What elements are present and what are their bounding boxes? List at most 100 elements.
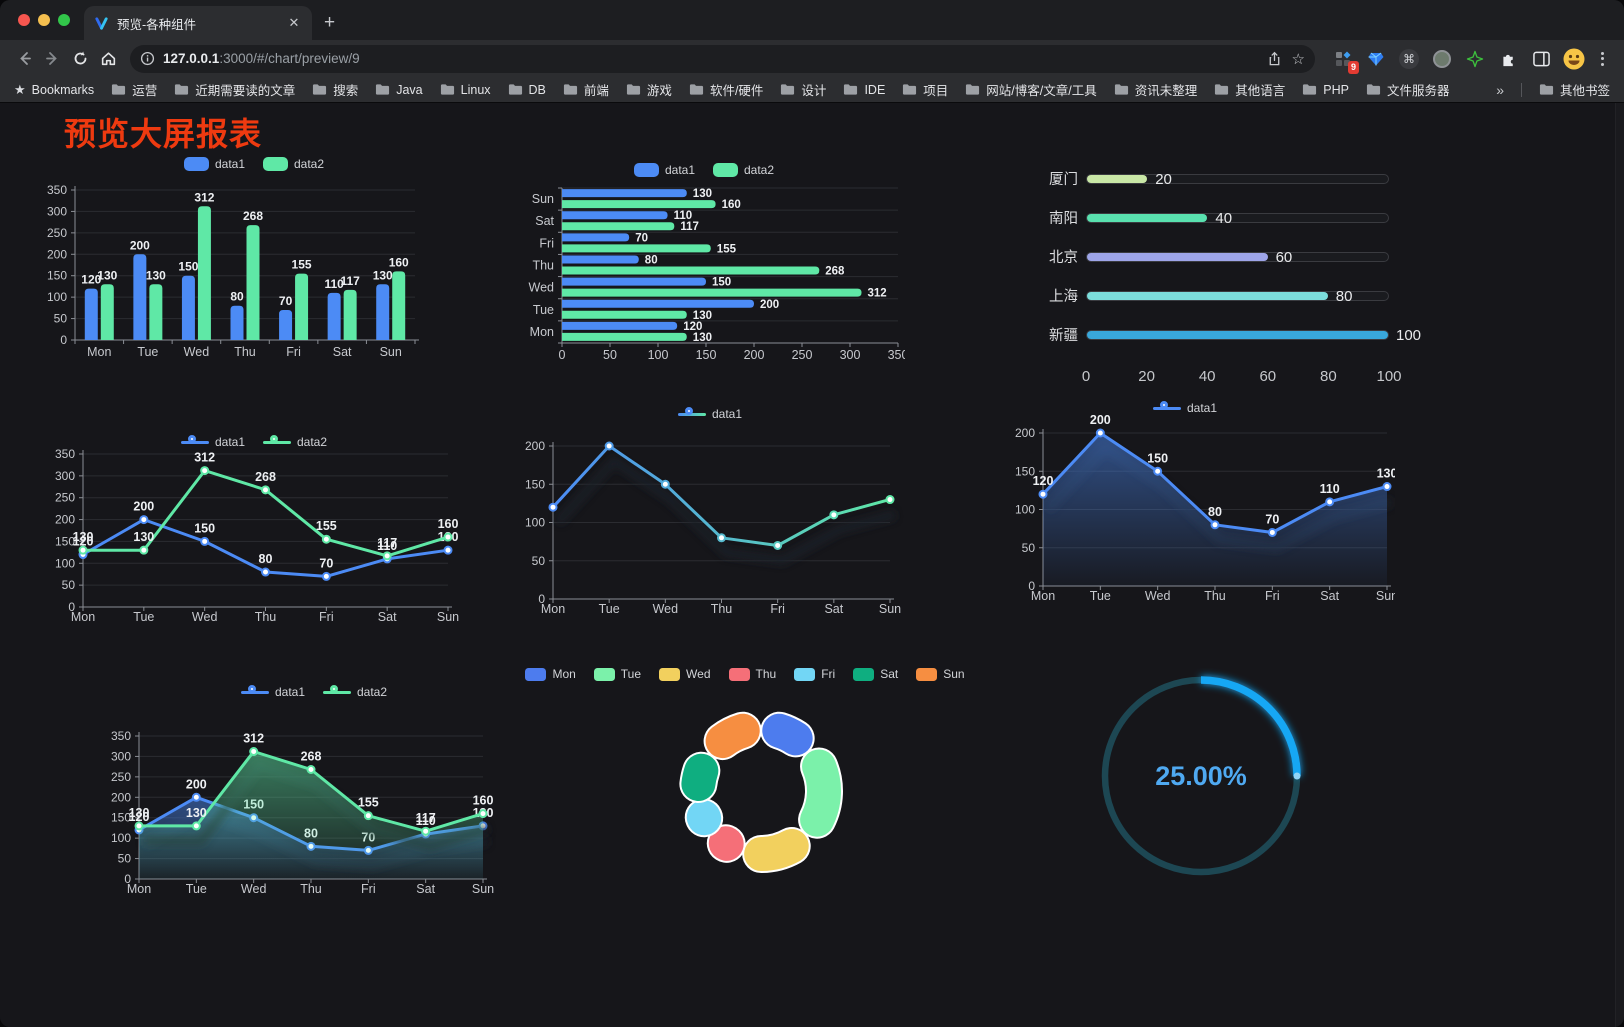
bookmark-folder-15[interactable]: PHP	[1302, 83, 1349, 97]
bookmark-folder-13[interactable]: 资讯未整理	[1114, 80, 1197, 99]
back-icon	[19, 52, 31, 65]
extension-record-icon[interactable]	[1430, 47, 1454, 71]
bookmark-folder-12[interactable]: 网站/博客/文章/工具	[965, 80, 1097, 99]
bookmark-folder-14[interactable]: 其他语言	[1214, 80, 1285, 99]
address-bar[interactable]: 127.0.0.1:3000/#/chart/preview/9 ☆	[130, 44, 1315, 73]
bookmark-folder-3[interactable]: Java	[375, 82, 423, 97]
bookmark-label: IDE	[864, 82, 886, 97]
legend-item-data2[interactable]: data2	[263, 435, 327, 449]
svg-text:312: 312	[243, 732, 264, 746]
url-text[interactable]: 127.0.0.1:3000/#/chart/preview/9	[163, 51, 1259, 66]
bookmark-folder-2[interactable]: 搜索	[312, 80, 358, 99]
legend-item-data1[interactable]: data1	[677, 407, 742, 421]
bookmarks-manager-item[interactable]: ★ Bookmarks	[14, 82, 94, 98]
progress-fill	[1087, 174, 1148, 183]
progress-row-新疆: 新疆 100	[1000, 315, 1424, 354]
forward-button[interactable]	[38, 45, 66, 73]
legend-swatch	[323, 685, 351, 699]
legend-item-Wed[interactable]: Wed	[659, 667, 711, 681]
svg-text:268: 268	[301, 750, 322, 764]
svg-text:350: 350	[47, 183, 67, 197]
legend-item-data2[interactable]: data2	[713, 163, 774, 177]
legend-item-data1[interactable]: data1	[183, 157, 245, 171]
legend-item-Sun[interactable]: Sun	[916, 667, 965, 681]
bookmark-folder-0[interactable]: 运营	[111, 80, 157, 99]
svg-text:155: 155	[292, 258, 312, 272]
extension-command-icon[interactable]: ⌘	[1397, 47, 1421, 71]
browser-tab[interactable]: 预览-各种组件 ✕	[84, 6, 312, 40]
svg-text:300: 300	[111, 749, 131, 763]
bookmark-folder-1[interactable]: 近期需要读的文章	[174, 80, 295, 99]
bookmark-folder-9[interactable]: 设计	[780, 80, 826, 99]
bookmark-folder-10[interactable]: IDE	[843, 83, 885, 97]
bookmarks-overflow-chevron[interactable]: »	[1496, 81, 1504, 98]
svg-text:155: 155	[316, 519, 337, 533]
svg-text:312: 312	[868, 288, 887, 300]
svg-text:Thu: Thu	[234, 345, 256, 359]
legend-item-data1[interactable]: data1	[633, 163, 695, 177]
chart-gauge: 25.00%	[1095, 668, 1310, 883]
legend-item-Tue[interactable]: Tue	[593, 667, 641, 681]
legend-item-data1[interactable]: data1	[1152, 401, 1217, 415]
legend-item-Thu[interactable]: Thu	[728, 667, 776, 681]
chart-progress-bars: 厦门 20 南阳 40 北京 60 上海 80 新疆 100 0 20 40 60 80 100	[1000, 159, 1424, 388]
progress-fill	[1087, 252, 1268, 261]
bookmark-folder-8[interactable]: 软件/硬件	[689, 80, 763, 99]
site-info-icon[interactable]	[140, 51, 155, 66]
legend-item-data2[interactable]: data2	[323, 685, 387, 699]
line-area-two-svg: 0 50 100 150 200 250 300 350 Mon Tue Wed Thu Fri Sat S…	[111, 729, 494, 896]
line-area-two-legend: data1 data2	[240, 685, 387, 699]
svg-text:110: 110	[416, 814, 436, 828]
svg-text:130: 130	[693, 188, 712, 200]
bookmark-folder-16[interactable]: 文件服务器	[1366, 80, 1449, 99]
progress-value: 20	[1155, 170, 1172, 188]
share-icon[interactable]	[1267, 51, 1282, 67]
other-bookmarks-folder[interactable]: 其他书签	[1539, 80, 1610, 99]
bookmark-label: DB	[528, 82, 546, 97]
legend-item-data1[interactable]: data1	[240, 685, 305, 699]
bookmark-folder-6[interactable]: 前端	[563, 80, 609, 99]
bookmark-folder-5[interactable]: DB	[508, 83, 546, 97]
legend-item-data1[interactable]: data1	[180, 435, 245, 449]
tab-close-icon[interactable]: ✕	[288, 15, 300, 30]
progress-label: 上海	[1049, 289, 1078, 305]
svg-text:Sun: Sun	[437, 610, 459, 624]
bookmark-folder-7[interactable]: 游戏	[626, 80, 672, 99]
bookmark-label: Java	[396, 82, 423, 97]
close-window-button[interactable]	[18, 14, 30, 26]
axis-tick-label: 80	[1320, 368, 1337, 385]
extension-grid-icon[interactable]: 9	[1331, 47, 1359, 74]
folder-icon	[626, 84, 640, 95]
side-panel-button[interactable]	[1529, 47, 1553, 71]
reload-button[interactable]	[66, 45, 94, 73]
legend-item-Fri[interactable]: Fri	[794, 667, 835, 681]
command-icon: ⌘	[1399, 48, 1419, 69]
svg-text:100: 100	[111, 831, 131, 845]
legend-item-data2[interactable]: data2	[263, 157, 324, 171]
progress-track: 80	[1086, 288, 1389, 305]
folder-icon	[1114, 84, 1128, 95]
bookmark-star-icon[interactable]: ☆	[1291, 50, 1305, 68]
svg-text:130: 130	[693, 310, 712, 322]
minimize-window-button[interactable]	[38, 14, 50, 26]
extensions-puzzle-button[interactable]	[1496, 47, 1520, 71]
extension-star-icon[interactable]	[1463, 47, 1487, 71]
browser-menu-button[interactable]	[1595, 51, 1610, 66]
bookmark-folder-11[interactable]: 项目	[902, 80, 948, 99]
legend-item-Mon[interactable]: Mon	[525, 667, 576, 681]
traffic-lights	[0, 0, 84, 40]
page-content: 预览大屏报表 data1 data2 0 50 100 150 200 250 300 350 Mo…	[0, 103, 1624, 1027]
maximize-window-button[interactable]	[58, 14, 70, 26]
extension-gem-icon[interactable]	[1364, 47, 1388, 71]
scrollbar-gutter[interactable]	[1615, 103, 1624, 1027]
svg-text:Mon: Mon	[71, 610, 95, 624]
legend-item-Sat[interactable]: Sat	[853, 667, 898, 681]
svg-text:Wed: Wed	[184, 345, 210, 359]
back-button[interactable]	[10, 45, 38, 73]
profile-avatar[interactable]	[1562, 47, 1586, 71]
new-tab-button[interactable]: +	[324, 12, 336, 33]
svg-text:150: 150	[525, 477, 545, 491]
home-button[interactable]	[94, 45, 122, 73]
bookmark-folder-4[interactable]: Linux	[440, 83, 491, 97]
legend-swatch	[183, 157, 209, 171]
